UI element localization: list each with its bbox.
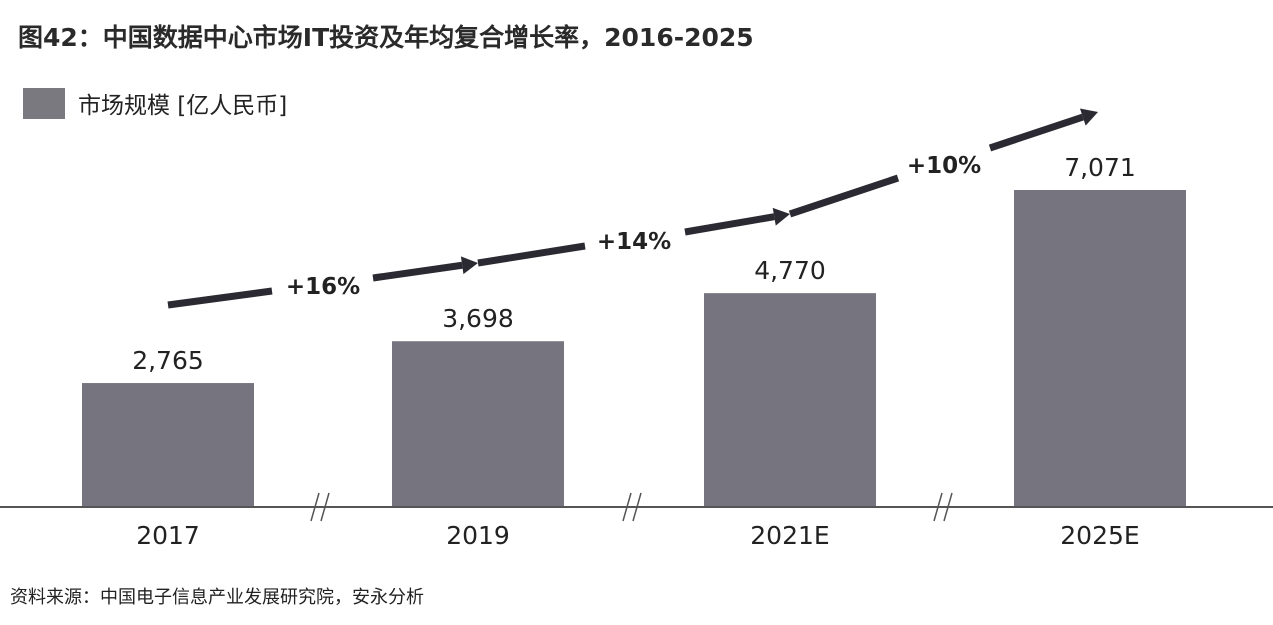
arrow-head: [772, 207, 790, 226]
growth-label: +16%: [286, 274, 360, 300]
data-label: 7,071: [1064, 153, 1136, 182]
x-tick-label: 2021E: [750, 521, 829, 550]
x-tick-label: 2017: [136, 521, 200, 550]
axis-break: [622, 492, 632, 522]
axis-break: [320, 492, 330, 522]
axis-break: [943, 492, 953, 522]
arrow-head: [460, 256, 478, 275]
legend: 市场规模 [亿人民币]: [23, 86, 287, 120]
growth-arrow: [788, 174, 900, 218]
arrow-head: [1079, 108, 1098, 126]
axis-break: [310, 492, 320, 522]
bar: [704, 293, 876, 507]
growth-arrow: [372, 261, 463, 282]
x-tick-label: 2025E: [1060, 521, 1139, 550]
legend-label: 市场规模 [亿人民币]: [78, 93, 288, 119]
data-label: 2,765: [132, 346, 204, 375]
growth-arrow: [477, 242, 586, 267]
bar: [392, 341, 564, 507]
data-label: 3,698: [442, 304, 514, 333]
bar: [82, 383, 254, 507]
bar: [1014, 190, 1186, 507]
x-tick-label: 2019: [446, 521, 510, 550]
axis-break: [632, 492, 642, 522]
growth-arrow: [988, 113, 1084, 152]
growth-label: +14%: [597, 229, 671, 255]
growth-arrow: [167, 287, 273, 309]
growth-arrow: [684, 213, 775, 236]
data-label: 4,770: [754, 256, 826, 285]
source-note: 资料来源：中国电子信息产业发展研究院，安永分析: [10, 587, 424, 608]
growth-label: +10%: [907, 153, 981, 179]
legend-swatch: [23, 87, 65, 119]
axis-break: [933, 492, 943, 522]
chart-title: 图42：中国数据中心市场IT投资及年均复合增长率，2016-2025: [18, 23, 754, 52]
